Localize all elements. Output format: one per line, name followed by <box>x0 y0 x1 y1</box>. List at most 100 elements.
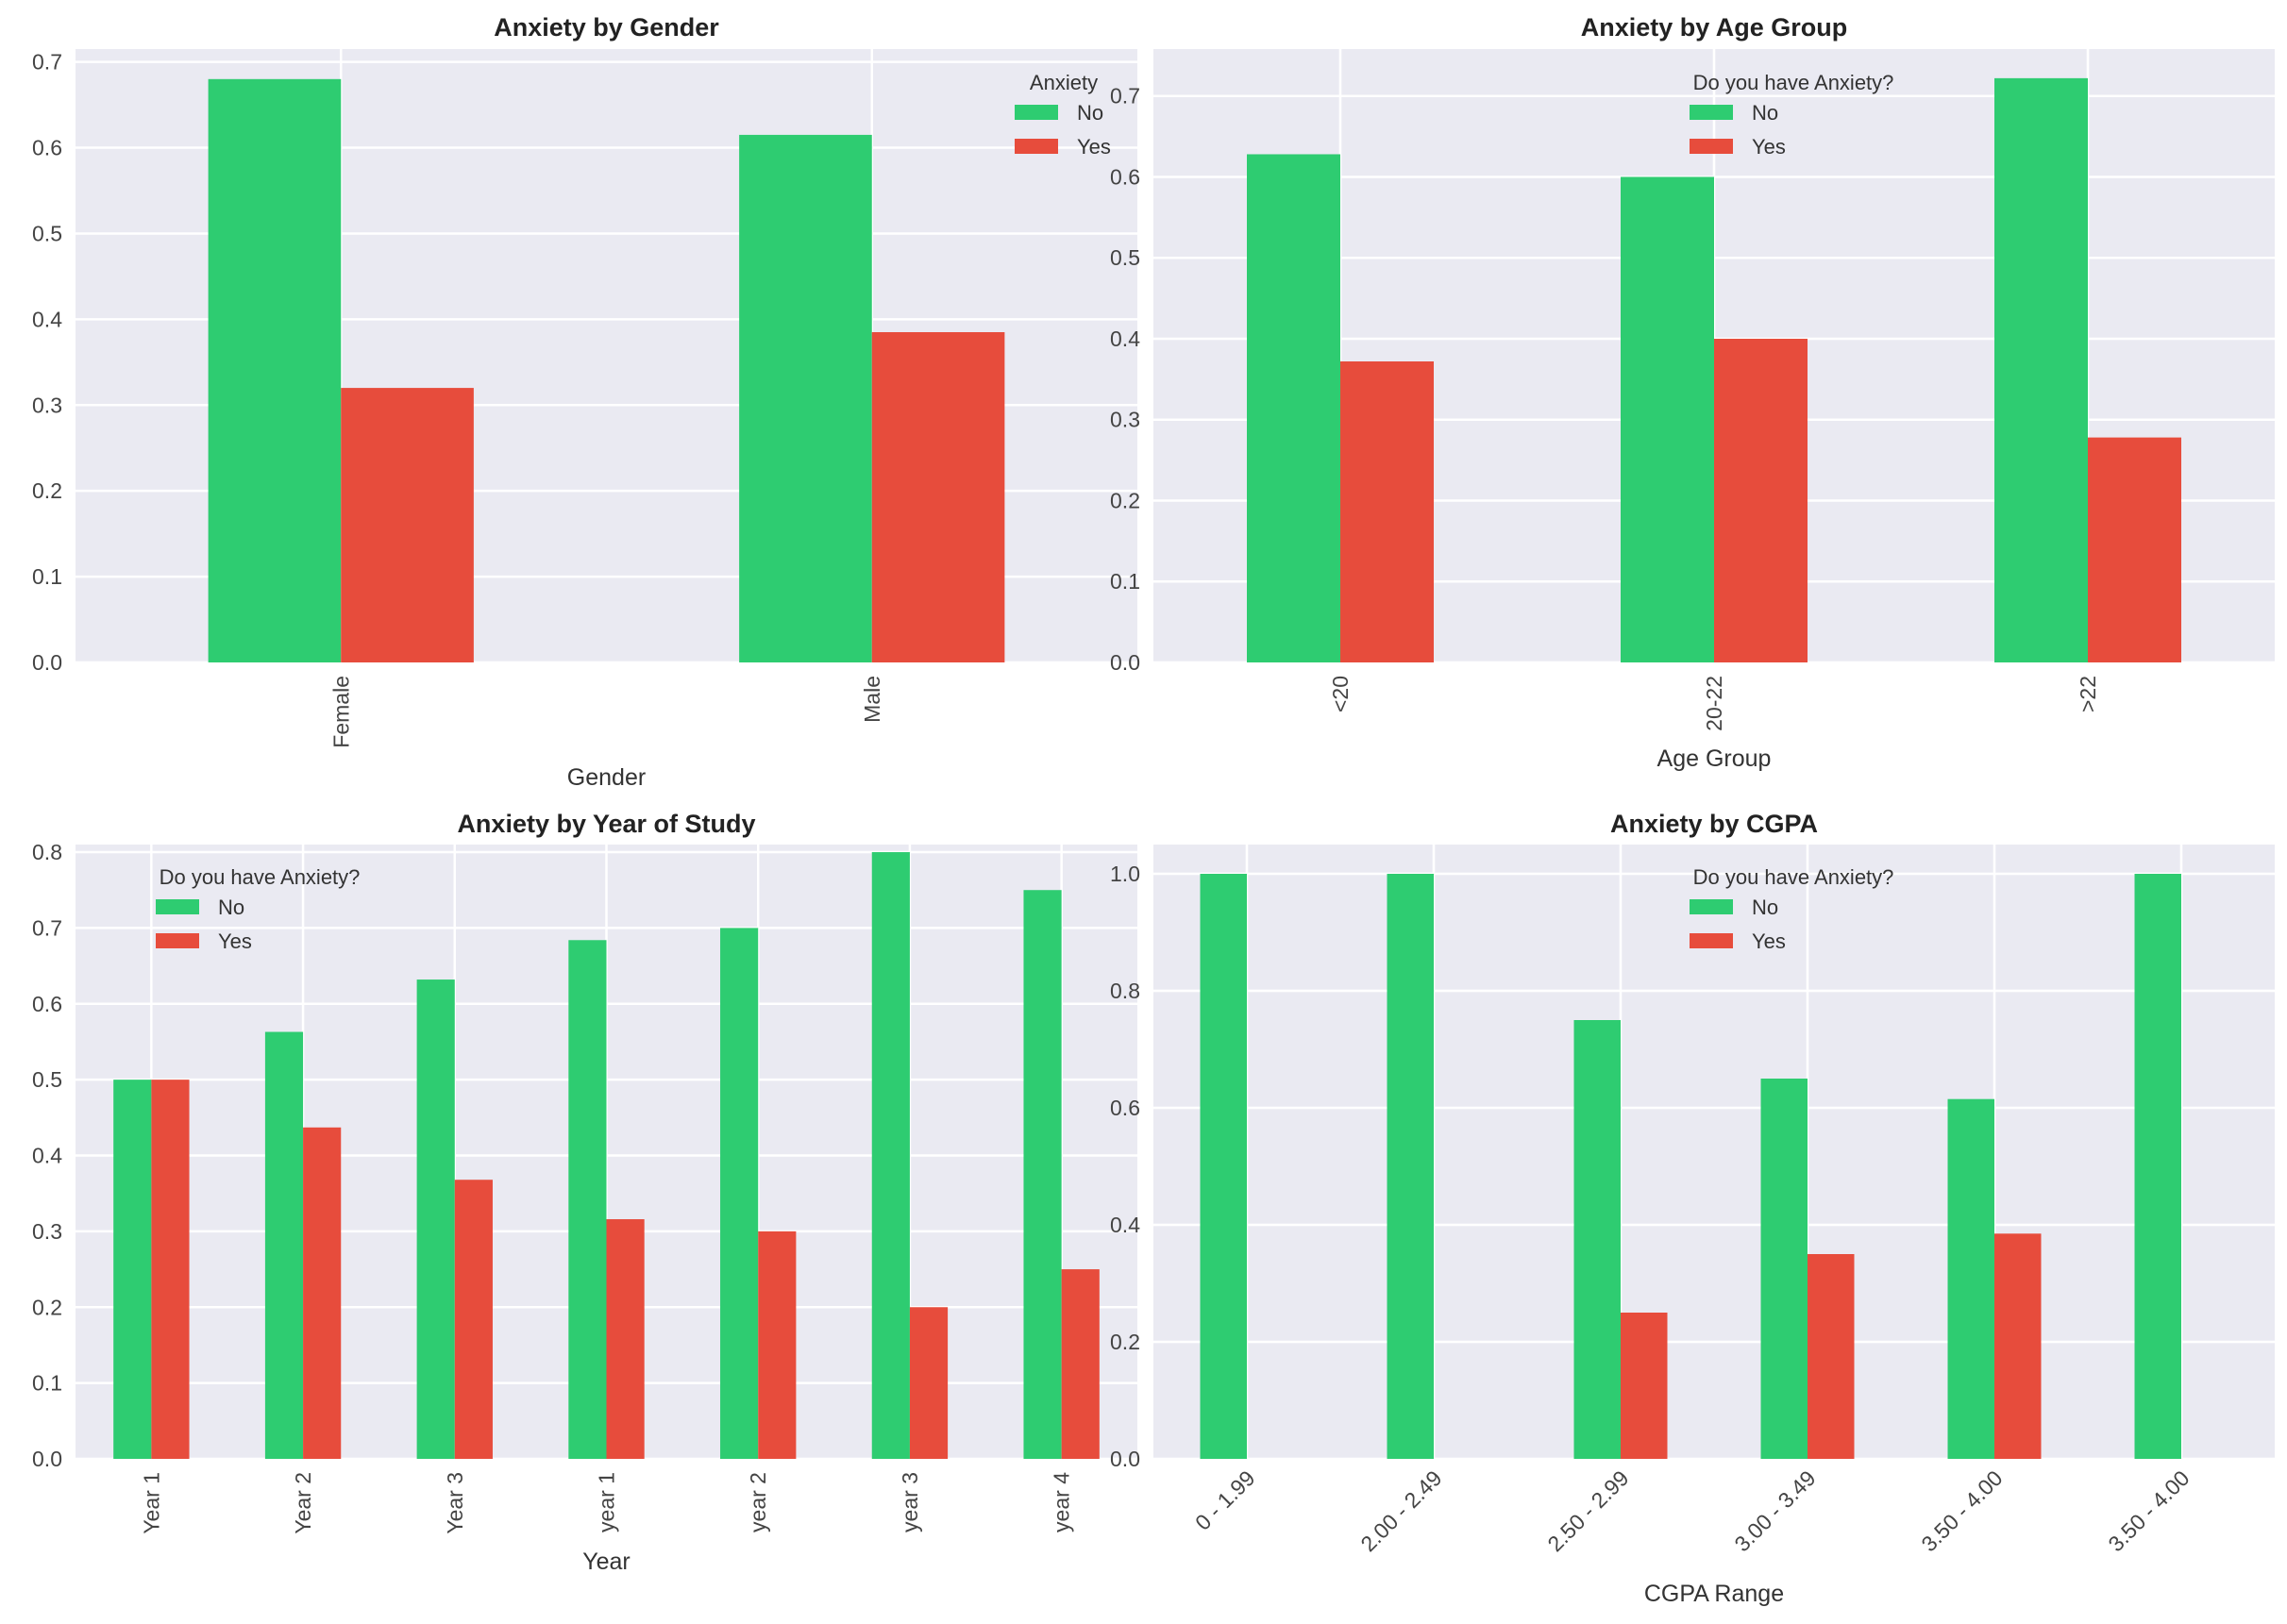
legend-label-no: No <box>1077 101 1103 125</box>
chart-panel-anxiety-by-year-of-study: 0.0 0.1 0.2 0.3 0.4 0.5 0.6 0.7 0.8 Year 1 Year 2 Y… <box>32 810 1137 1575</box>
x-tick-label: 3.50 - 4.00 <box>1916 1465 2007 1556</box>
bar-yes-22 <box>2088 437 2181 662</box>
x-tick-label: 2.50 - 2.99 <box>1542 1465 1633 1556</box>
legend-swatch-yes <box>1690 933 1733 948</box>
legend-label-no: No <box>1752 896 1778 919</box>
bar-no-year-3 <box>416 979 455 1459</box>
y-tick-label: 0.8 <box>32 840 62 864</box>
y-tick-label: 0.6 <box>32 136 62 160</box>
chart-title: Anxiety by CGPA <box>1610 810 1818 838</box>
bar-no-year-3 <box>871 852 910 1459</box>
chart-panel-anxiety-by-gender: 0.0 0.1 0.2 0.3 0.4 0.5 0.6 0.7 Female Male Anxiet… <box>32 13 1137 791</box>
y-tick-label: 0.3 <box>1110 408 1140 432</box>
legend-swatch-yes <box>1690 139 1733 154</box>
legend-title: Do you have Anxiety? <box>160 865 361 889</box>
legend-swatch-no <box>1015 105 1058 120</box>
y-tick-label: 0.7 <box>32 50 62 75</box>
y-tick-label: 0.5 <box>1110 245 1140 270</box>
bar-yes-male <box>871 332 1005 662</box>
x-tick-label: 20-22 <box>1702 676 1726 731</box>
legend-label-yes: Yes <box>1752 929 1786 953</box>
chart-panel-anxiety-by-cgpa: 0.0 0.2 0.4 0.6 0.8 1.0 0 - 1.99 2.00 - 2.49 2.5… <box>1110 810 2275 1607</box>
x-tick-label: year 4 <box>1050 1472 1074 1532</box>
bar-no-year-2 <box>720 928 759 1459</box>
bar-no-year-1 <box>113 1080 152 1459</box>
y-tick-label: 0.0 <box>1110 1447 1140 1471</box>
chart-title: Anxiety by Year of Study <box>457 810 755 838</box>
bar-yes-year-1 <box>151 1080 190 1459</box>
x-tick-label: Year 1 <box>139 1472 163 1534</box>
y-tick-label: 0.4 <box>32 1144 62 1168</box>
bar-yes-year-2 <box>758 1231 797 1459</box>
y-tick-label: 0.6 <box>1110 164 1140 189</box>
x-tick-label: 2.00 - 2.49 <box>1355 1465 1446 1556</box>
bar-no-3-50-4-00 <box>1947 1098 1994 1459</box>
y-tick-label: 0.3 <box>32 1219 62 1244</box>
y-tick-label: 0.7 <box>1110 84 1140 109</box>
bar-yes-year-1 <box>606 1219 645 1459</box>
y-tick-label: 0.5 <box>32 1067 62 1092</box>
x-tick-label: year 1 <box>595 1472 619 1532</box>
legend-label-yes: Yes <box>218 929 252 953</box>
legend-title: Do you have Anxiety? <box>1693 71 1894 94</box>
x-axis-label: Age Group <box>1657 745 1772 772</box>
y-tick-label: 0.2 <box>1110 1330 1140 1354</box>
x-axis-label: CGPA Range <box>1644 1581 1784 1607</box>
bar-yes-year-3 <box>454 1180 493 1459</box>
y-tick-label: 0.2 <box>32 478 62 503</box>
legend: Do you have Anxiety? No Yes <box>1690 71 1893 159</box>
y-tick-label: 0.0 <box>1110 650 1140 675</box>
legend-label-yes: Yes <box>1077 135 1111 159</box>
bar-no-20-22 <box>1621 176 1714 662</box>
x-tick-label: >22 <box>2076 676 2100 712</box>
y-tick-label: 0.7 <box>32 915 62 940</box>
y-tick-label: 0.1 <box>1110 569 1140 594</box>
legend-title: Anxiety <box>1030 71 1098 94</box>
x-tick-label: Female <box>328 676 353 748</box>
bar-no-0-1-99 <box>1200 874 1247 1459</box>
x-axis-label: Year <box>582 1549 631 1575</box>
y-tick-label: 0.2 <box>32 1295 62 1319</box>
y-tick-label: 0.1 <box>32 1371 62 1396</box>
x-axis-label: Gender <box>567 764 646 791</box>
bar-yes-year-3 <box>909 1307 949 1459</box>
bar-yes-female <box>341 388 474 662</box>
y-tick-label: 1.0 <box>1110 862 1140 886</box>
bar-no-20 <box>1247 154 1340 663</box>
legend-label-yes: Yes <box>1752 135 1786 159</box>
chart-title: Anxiety by Age Group <box>1581 13 1848 42</box>
legend-title: Do you have Anxiety? <box>1693 865 1894 889</box>
bar-no-male <box>739 134 872 663</box>
bar-no-3-50-4-00 <box>2134 874 2181 1459</box>
y-tick-label: 0.2 <box>1110 488 1140 512</box>
y-tick-label: 0.0 <box>32 1447 62 1471</box>
bar-yes-20 <box>1340 361 1434 662</box>
y-tick-label: 0.4 <box>1110 326 1140 351</box>
y-tick-label: 0.6 <box>1110 1096 1140 1120</box>
legend: Anxiety No Yes <box>1015 71 1111 159</box>
y-tick-label: 0.5 <box>32 221 62 245</box>
x-tick-label: Year 3 <box>443 1472 467 1534</box>
chart-panel-anxiety-by-age-group: 0.0 0.1 0.2 0.3 0.4 0.5 0.6 0.7 <20 20-22 >22 Anxie… <box>1110 13 2275 772</box>
legend-label-no: No <box>1752 101 1778 125</box>
bar-no-22 <box>1994 77 2088 662</box>
bar-no-year-4 <box>1023 890 1062 1459</box>
x-tick-label: year 2 <box>746 1472 770 1532</box>
legend-swatch-no <box>1690 105 1733 120</box>
legend-swatch-yes <box>156 933 199 948</box>
bar-yes-3-00-3-49 <box>1808 1254 1855 1459</box>
y-tick-label: 0.6 <box>32 992 62 1016</box>
y-tick-label: 0.1 <box>32 564 62 589</box>
bar-no-year-2 <box>264 1031 304 1459</box>
x-tick-label: 3.50 - 4.00 <box>2103 1465 2194 1556</box>
legend-swatch-no <box>156 899 199 914</box>
bar-no-2-50-2-99 <box>1573 1020 1621 1459</box>
bar-yes-3-50-4-00 <box>1994 1233 2042 1459</box>
legend-swatch-yes <box>1015 139 1058 154</box>
bar-no-female <box>208 78 342 663</box>
bar-yes-2-50-2-99 <box>1621 1313 1668 1459</box>
legend-swatch-no <box>1690 899 1733 914</box>
bar-no-3-00-3-49 <box>1760 1079 1808 1459</box>
y-tick-label: 0.3 <box>32 393 62 417</box>
